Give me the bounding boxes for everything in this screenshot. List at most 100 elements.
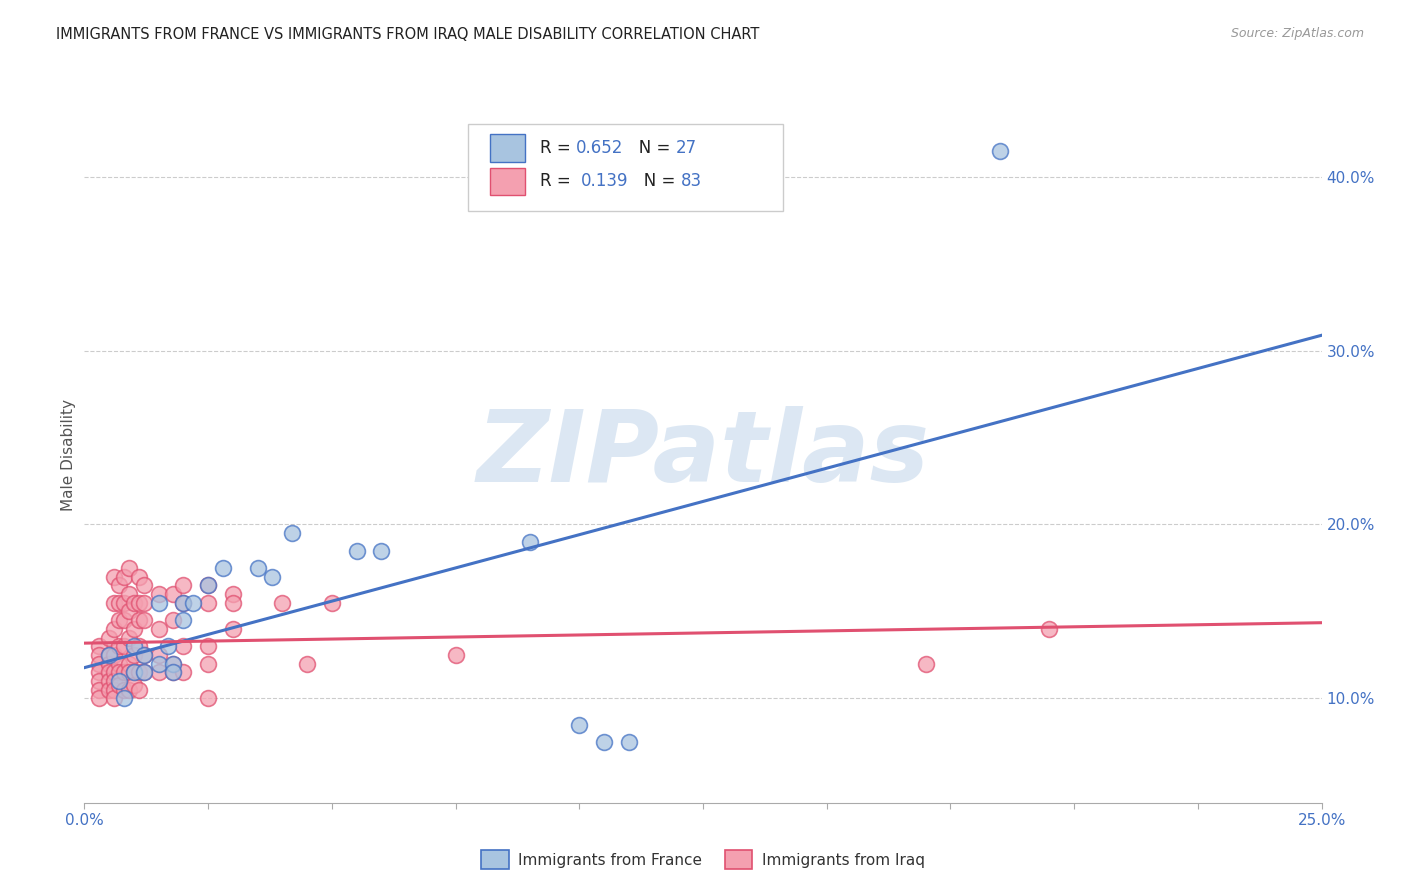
Point bbox=[112, 596, 135, 610]
Point bbox=[157, 639, 180, 653]
Point bbox=[108, 674, 131, 689]
Point bbox=[988, 144, 1011, 158]
Point bbox=[444, 648, 467, 662]
Point bbox=[118, 561, 141, 575]
Text: IMMIGRANTS FROM FRANCE VS IMMIGRANTS FROM IRAQ MALE DISABILITY CORRELATION CHART: IMMIGRANTS FROM FRANCE VS IMMIGRANTS FRO… bbox=[56, 27, 759, 42]
Text: N =: N = bbox=[628, 172, 681, 191]
Point bbox=[593, 735, 616, 749]
Point bbox=[118, 665, 141, 680]
Point bbox=[246, 561, 269, 575]
Point bbox=[321, 596, 343, 610]
Point bbox=[98, 665, 121, 680]
Point bbox=[172, 665, 194, 680]
FancyBboxPatch shape bbox=[491, 134, 524, 162]
Point bbox=[98, 648, 121, 662]
Point bbox=[122, 648, 145, 662]
Text: 0.139: 0.139 bbox=[581, 172, 628, 191]
Point bbox=[103, 682, 125, 697]
Point bbox=[118, 682, 141, 697]
Point bbox=[132, 665, 155, 680]
Point bbox=[89, 665, 111, 680]
Point bbox=[89, 691, 111, 706]
Point bbox=[103, 596, 125, 610]
FancyBboxPatch shape bbox=[468, 124, 783, 211]
Point bbox=[108, 657, 131, 671]
Point bbox=[122, 639, 145, 653]
Point bbox=[108, 596, 131, 610]
Point bbox=[197, 578, 219, 592]
Point bbox=[212, 561, 235, 575]
Point bbox=[132, 613, 155, 627]
Text: R =: R = bbox=[540, 172, 581, 191]
Point bbox=[112, 665, 135, 680]
Point bbox=[132, 665, 155, 680]
Point bbox=[108, 665, 131, 680]
Point bbox=[132, 578, 155, 592]
Point bbox=[128, 596, 150, 610]
Point bbox=[112, 682, 135, 697]
Text: N =: N = bbox=[623, 139, 676, 157]
Point bbox=[914, 657, 936, 671]
Point bbox=[281, 526, 304, 541]
Point bbox=[197, 596, 219, 610]
Point bbox=[222, 587, 245, 601]
Point bbox=[162, 657, 184, 671]
Point bbox=[89, 648, 111, 662]
Point bbox=[118, 587, 141, 601]
Point bbox=[172, 613, 194, 627]
Point bbox=[128, 613, 150, 627]
Point bbox=[262, 570, 284, 584]
Point bbox=[103, 622, 125, 636]
Point bbox=[98, 648, 121, 662]
Point bbox=[148, 665, 170, 680]
Point bbox=[108, 677, 131, 691]
Point bbox=[103, 691, 125, 706]
Point bbox=[197, 578, 219, 592]
Point bbox=[172, 639, 194, 653]
Point bbox=[148, 657, 170, 671]
Text: ZIPatlas: ZIPatlas bbox=[477, 407, 929, 503]
Point bbox=[370, 543, 392, 558]
Point bbox=[128, 570, 150, 584]
Point bbox=[197, 639, 219, 653]
Point bbox=[122, 665, 145, 680]
Point bbox=[112, 691, 135, 706]
Point bbox=[108, 613, 131, 627]
Point bbox=[181, 596, 204, 610]
Point bbox=[122, 677, 145, 691]
Point bbox=[271, 596, 294, 610]
Point bbox=[1038, 622, 1060, 636]
Point bbox=[103, 570, 125, 584]
Point bbox=[103, 665, 125, 680]
Point bbox=[89, 639, 111, 653]
Point bbox=[148, 596, 170, 610]
Point bbox=[122, 622, 145, 636]
Point bbox=[148, 587, 170, 601]
Point bbox=[89, 674, 111, 689]
Point bbox=[89, 682, 111, 697]
Point bbox=[148, 648, 170, 662]
Point bbox=[172, 578, 194, 592]
Point bbox=[132, 596, 155, 610]
Point bbox=[118, 605, 141, 619]
Text: R =: R = bbox=[540, 139, 575, 157]
Legend: Immigrants from France, Immigrants from Iraq: Immigrants from France, Immigrants from … bbox=[475, 845, 931, 875]
Point bbox=[98, 674, 121, 689]
Point bbox=[128, 665, 150, 680]
Point bbox=[118, 631, 141, 645]
Point bbox=[98, 631, 121, 645]
Point bbox=[222, 622, 245, 636]
Point bbox=[98, 657, 121, 671]
Point bbox=[295, 657, 318, 671]
Point bbox=[197, 691, 219, 706]
Point bbox=[197, 657, 219, 671]
Text: 83: 83 bbox=[681, 172, 702, 191]
Point bbox=[162, 665, 184, 680]
Text: Source: ZipAtlas.com: Source: ZipAtlas.com bbox=[1230, 27, 1364, 40]
Point bbox=[103, 648, 125, 662]
Point bbox=[148, 622, 170, 636]
Point bbox=[103, 674, 125, 689]
Point bbox=[568, 717, 591, 731]
Point bbox=[112, 570, 135, 584]
Point bbox=[172, 596, 194, 610]
